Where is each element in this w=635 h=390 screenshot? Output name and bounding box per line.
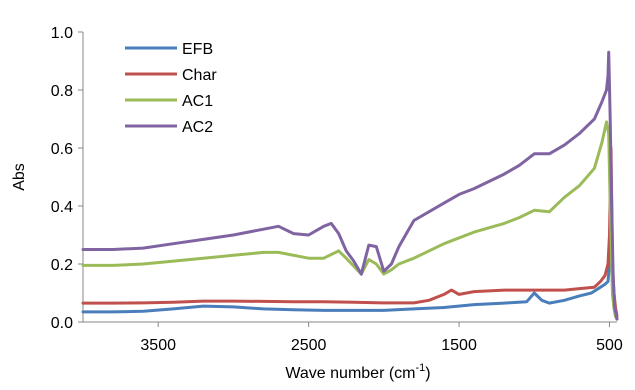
x-axis-title-end: ) <box>425 365 430 382</box>
series-layer <box>81 50 619 321</box>
x-tick-label: 1500 <box>441 337 477 354</box>
x-tick-label: 500 <box>596 337 623 354</box>
x-tick-label: 2500 <box>291 337 327 354</box>
series-line-ac1 <box>81 120 619 321</box>
legend-label-ac1: AC1 <box>182 93 213 110</box>
legend-label-char: Char <box>182 67 217 84</box>
series-line-char <box>81 146 619 318</box>
series-line-efb <box>81 175 619 321</box>
legend-label-ac2: AC2 <box>182 119 213 136</box>
x-axis-title-main: Wave number (cm <box>285 365 415 382</box>
x-axis-title: Wave number (cm-1) <box>285 362 430 382</box>
y-tick-label: 0.6 <box>51 141 73 158</box>
x-tick-label: 3500 <box>140 337 176 354</box>
series-line-ac2 <box>81 50 619 321</box>
y-tick-label: 0.4 <box>51 199 73 216</box>
y-axis-title: Abs <box>11 163 28 191</box>
legend: EFB Char AC1 AC2 <box>125 41 217 136</box>
y-tick-label: 0.2 <box>51 257 73 274</box>
ticks-layer: 0.0 0.2 0.4 0.6 0.8 1.0 3500 2500 1500 500 <box>51 25 623 354</box>
legend-label-efb: EFB <box>182 41 213 58</box>
x-axis-title-superscript: -1 <box>416 362 426 374</box>
y-tick-label: 0.8 <box>51 83 73 100</box>
y-tick-label: 0.0 <box>51 315 73 332</box>
axes-layer <box>82 32 617 323</box>
y-tick-label: 1.0 <box>51 25 73 42</box>
